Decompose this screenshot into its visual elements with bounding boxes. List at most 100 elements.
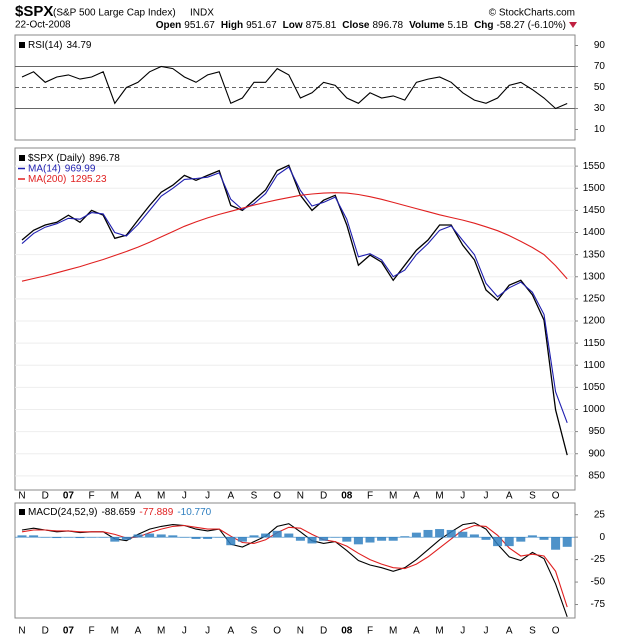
x-tick-label: O xyxy=(273,626,281,637)
x-tick-label: M xyxy=(389,626,397,637)
legend-name: MACD(24,52,9) xyxy=(28,507,97,518)
y-tick-label: 1200 xyxy=(583,316,606,327)
y-tick-label: -25 xyxy=(591,554,606,565)
legend-value: 896.78 xyxy=(89,153,120,164)
y-tick-label: 0 xyxy=(599,532,605,543)
y-tick-label: 1150 xyxy=(583,338,605,349)
histogram-bar xyxy=(562,537,572,547)
x-tick-label: S xyxy=(251,491,258,502)
x-tick-label: N xyxy=(297,626,304,637)
series-line xyxy=(21,166,568,423)
y-tick-label: 25 xyxy=(594,509,606,520)
histogram-bar xyxy=(423,529,433,538)
series-line xyxy=(21,164,568,456)
histogram-bar xyxy=(481,537,491,540)
x-tick-label: S xyxy=(529,491,536,502)
x-tick-label: F xyxy=(367,491,373,502)
histogram-bar xyxy=(458,531,468,538)
histogram-bar xyxy=(261,533,271,538)
histogram-bar xyxy=(400,536,410,538)
x-tick-label: J xyxy=(182,491,187,502)
exchange: INDX xyxy=(190,8,214,19)
x-tick-label: J xyxy=(182,626,187,637)
x-tick-label: A xyxy=(413,626,420,637)
y-tick-label: 1100 xyxy=(583,360,605,371)
quote-value: 951.67 xyxy=(184,20,215,31)
histogram-bar xyxy=(52,537,62,539)
histogram-bar xyxy=(307,537,317,544)
x-tick-label: O xyxy=(273,491,281,502)
histogram-bar xyxy=(377,537,387,541)
series-line xyxy=(21,65,568,110)
histogram-bar xyxy=(110,537,120,542)
symbol: $SPX xyxy=(15,3,53,20)
histogram-bar xyxy=(249,535,259,538)
histogram-bar xyxy=(342,537,352,542)
legend-value: -77.889 xyxy=(139,507,173,518)
x-tick-label: A xyxy=(135,491,142,502)
histogram-bar xyxy=(319,537,329,541)
histogram-bar xyxy=(551,537,561,550)
y-tick-label: -75 xyxy=(591,599,606,610)
legend-value: 1295.23 xyxy=(70,174,107,185)
x-tick-label: N xyxy=(297,491,304,502)
histogram-bar xyxy=(237,537,247,542)
histogram-bar xyxy=(295,537,305,541)
x-tick-label: M xyxy=(111,491,119,502)
x-tick-label: F xyxy=(89,626,95,637)
x-tick-label: O xyxy=(552,626,560,637)
x-tick-label: A xyxy=(506,491,513,502)
histogram-bar xyxy=(284,533,294,538)
legend-value: -10.770 xyxy=(177,507,211,518)
histogram-bar xyxy=(191,537,201,539)
histogram-bar xyxy=(353,537,363,545)
legend-entry: MA(14) 969.99 xyxy=(28,163,96,174)
x-tick-label: A xyxy=(506,626,513,637)
y-tick-label: 1500 xyxy=(583,183,606,194)
x-tick-label: M xyxy=(389,491,397,502)
histogram-bar xyxy=(226,537,236,546)
x-tick-label: S xyxy=(529,626,536,637)
x-tick-label: J xyxy=(484,626,489,637)
x-tick-label: 08 xyxy=(341,491,353,502)
x-tick-label: J xyxy=(460,626,465,637)
quote-label: Open xyxy=(156,20,182,31)
quote-value: 5.1B xyxy=(447,20,468,31)
legend-name: $SPX (Daily) xyxy=(28,153,85,164)
legend-name: MA(200) xyxy=(28,174,66,185)
legend-entry: $SPX (Daily) 896.78 xyxy=(28,153,120,164)
x-tick-label: A xyxy=(227,491,234,502)
y-tick-label: 30 xyxy=(594,103,606,114)
legend-swatch xyxy=(19,509,25,515)
histogram-bar xyxy=(493,537,503,547)
index-name: (S&P 500 Large Cap Index) xyxy=(53,8,176,19)
y-tick-label: 90 xyxy=(594,40,606,51)
quote-label: Volume xyxy=(409,20,445,31)
histogram-bar xyxy=(272,530,282,538)
histogram-bar xyxy=(504,537,514,547)
quote-value: -58.27 (-6.10%) xyxy=(497,20,566,31)
date: 22-Oct-2008 xyxy=(15,20,71,31)
y-tick-label: 1400 xyxy=(583,227,606,238)
legend-value: -88.659 xyxy=(101,507,135,518)
x-tick-label: J xyxy=(460,491,465,502)
x-tick-label: 07 xyxy=(63,491,75,502)
x-tick-label: A xyxy=(227,626,234,637)
x-tick-label: D xyxy=(320,626,327,637)
y-tick-label: 950 xyxy=(588,426,605,437)
y-tick-label: 1250 xyxy=(583,294,606,305)
x-tick-label: D xyxy=(42,491,49,502)
y-tick-label: -50 xyxy=(591,577,606,588)
histogram-bar xyxy=(388,537,398,541)
histogram-bar xyxy=(156,534,166,538)
y-tick-label: 1300 xyxy=(583,271,606,282)
legend-swatch xyxy=(19,42,25,48)
histogram-bar xyxy=(435,529,445,538)
legend-value: 34.79 xyxy=(66,40,91,51)
y-tick-label: 1550 xyxy=(583,161,606,172)
source: © StockCharts.com xyxy=(489,8,575,19)
legend-name: MA(14) xyxy=(28,163,61,174)
panel-frame xyxy=(14,502,576,619)
x-tick-label: F xyxy=(367,626,373,637)
